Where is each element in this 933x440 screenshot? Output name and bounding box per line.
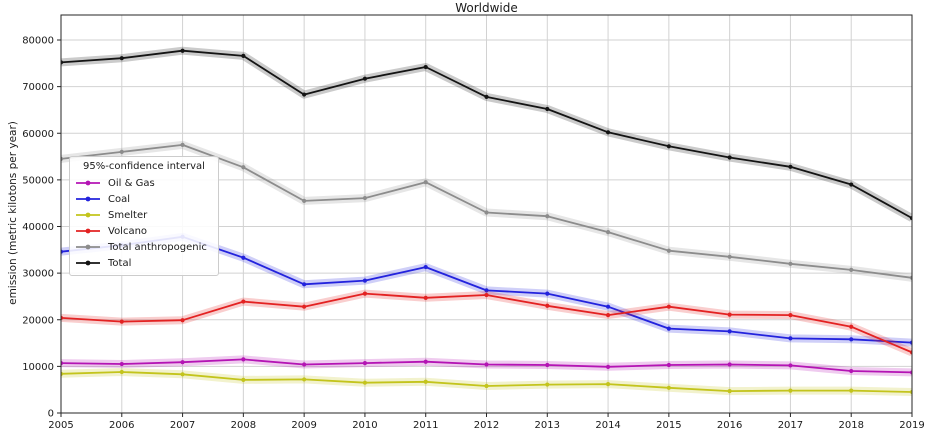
x-tick-label: 2005 bbox=[48, 420, 73, 431]
series-volcano bbox=[61, 289, 912, 357]
markers-oil-gas bbox=[61, 357, 912, 375]
y-tick-label: 0 bbox=[48, 409, 54, 420]
legend-swatch-smelter bbox=[76, 212, 100, 218]
x-tick-label: 2012 bbox=[474, 420, 499, 431]
x-tick-label: 2016 bbox=[717, 420, 742, 431]
x-tick-label: 2013 bbox=[535, 420, 560, 431]
x-tick-label: 2014 bbox=[595, 420, 620, 431]
legend-label: Coal bbox=[108, 193, 131, 205]
legend-label: Oil & Gas bbox=[108, 177, 155, 189]
legend-label: Total bbox=[108, 257, 132, 269]
y-tick-label: 70000 bbox=[22, 82, 54, 93]
legend-swatch-volcano bbox=[76, 228, 100, 234]
legend-swatch-total bbox=[76, 260, 100, 266]
y-tick-labels: 0 10000 20000 30000 40000 50000 60000 70000 8000… bbox=[22, 36, 54, 420]
x-tick-label: 2019 bbox=[899, 420, 924, 431]
series-layers bbox=[61, 46, 912, 396]
legend-swatch-total-anthropogenic bbox=[76, 244, 100, 250]
legend-item-coal: Coal bbox=[76, 191, 212, 207]
legend-item-smelter: Smelter bbox=[76, 207, 212, 223]
legend-title: 95%-confidence interval bbox=[83, 161, 205, 172]
y-tick-label: 80000 bbox=[22, 36, 54, 47]
legend-item-total-anthropogenic: Total anthropogenic bbox=[76, 239, 212, 255]
markers-coal bbox=[61, 234, 912, 345]
x-tick-labels: 2005 2006 2007 2008 2009 2010 2011 2012 2013 2014… bbox=[48, 420, 924, 431]
x-tick-label: 2008 bbox=[231, 420, 256, 431]
series-total bbox=[61, 46, 912, 222]
legend-swatch-coal bbox=[76, 196, 100, 202]
legend-label: Volcano bbox=[108, 225, 148, 237]
x-tick-label: 2007 bbox=[170, 420, 195, 431]
x-tick-label: 2010 bbox=[352, 420, 377, 431]
x-tick-label: 2006 bbox=[109, 420, 134, 431]
y-tick-label: 10000 bbox=[22, 362, 54, 373]
series-smelter bbox=[61, 368, 912, 396]
x-tick-label: 2011 bbox=[413, 420, 438, 431]
legend-label: Total anthropogenic bbox=[108, 241, 207, 253]
markers-volcano bbox=[61, 291, 912, 355]
y-tick-label: 40000 bbox=[22, 222, 54, 233]
y-tick-label: 30000 bbox=[22, 269, 54, 280]
markers-total-anthropogenic bbox=[61, 142, 912, 280]
legend-items: Oil & Gas Coal Smelter Volcano Total anthrop… bbox=[76, 175, 212, 271]
x-tick-label: 2018 bbox=[838, 420, 863, 431]
series-oil-gas bbox=[61, 355, 912, 377]
markers-smelter bbox=[61, 369, 912, 395]
y-tick-label: 50000 bbox=[22, 175, 54, 186]
markers-total bbox=[61, 48, 912, 221]
y-tick-label: 60000 bbox=[22, 129, 54, 140]
legend-swatch-oil-gas bbox=[76, 180, 100, 186]
y-tick-label: 20000 bbox=[22, 315, 54, 326]
legend-box: 95%-confidence interval Oil & Gas Coal Sme… bbox=[69, 156, 219, 276]
x-tick-label: 2015 bbox=[656, 420, 681, 431]
legend-label: Smelter bbox=[108, 209, 148, 221]
x-tick-label: 2009 bbox=[291, 420, 316, 431]
axis-tick-marks bbox=[57, 39, 913, 417]
legend-item-total: Total bbox=[76, 255, 212, 271]
legend-item-oil-gas: Oil & Gas bbox=[76, 175, 212, 191]
series-total-anthropogenic bbox=[61, 140, 912, 282]
x-tick-label: 2017 bbox=[778, 420, 803, 431]
legend-item-volcano: Volcano bbox=[76, 223, 212, 239]
chart-title: Worldwide bbox=[455, 1, 518, 15]
